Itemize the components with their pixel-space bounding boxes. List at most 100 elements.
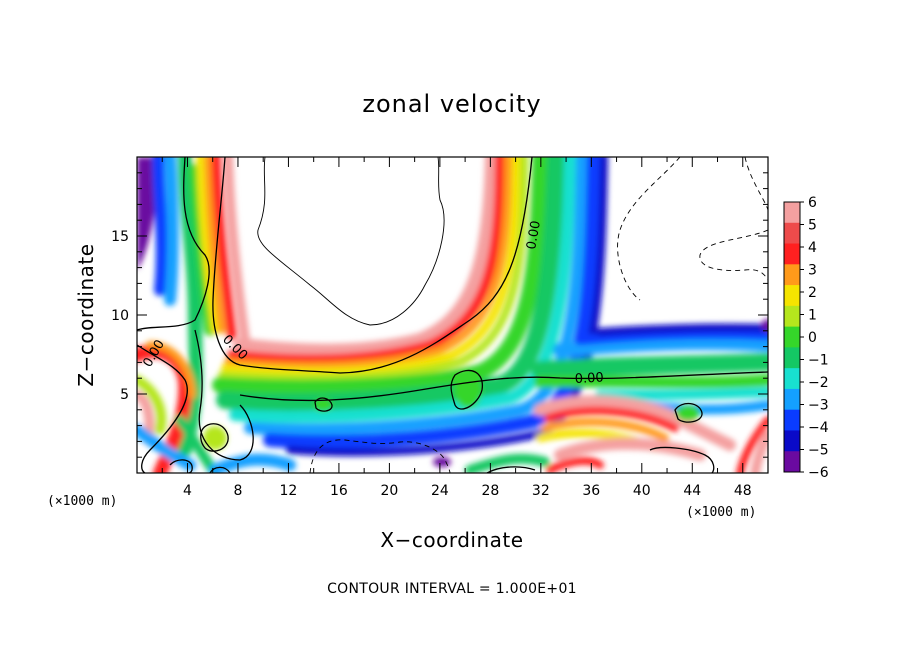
- x-tick-label: 28: [481, 483, 499, 499]
- contour-line: [649, 446, 715, 473]
- y-tick-label: 10: [111, 308, 129, 324]
- contour-line: [137, 157, 210, 331]
- colorbar-swatch: [784, 222, 800, 245]
- x-tick-label: 4: [183, 483, 192, 499]
- heatmap-band: [544, 406, 679, 432]
- contour-line: [674, 402, 703, 423]
- x-tick-label: 20: [380, 483, 398, 499]
- contour-line: [257, 157, 445, 326]
- colorbar-swatch: [784, 243, 800, 265]
- heatmap-band: [554, 437, 706, 461]
- colorbar-swatch: [784, 430, 800, 452]
- x-axis-unit-left: (×1000 m): [47, 494, 117, 509]
- heatmap-band: [229, 157, 576, 423]
- colorbar-swatch: [784, 202, 800, 224]
- contour-line: [194, 329, 254, 461]
- heatmap-band: [227, 157, 505, 365]
- contour-label: 0.00: [524, 220, 544, 251]
- heatmap-blob: [433, 457, 451, 467]
- colorbar-tick-label: 1: [808, 308, 817, 324]
- heatmap-blob: [203, 426, 227, 450]
- x-axis-unit-right: (×1000 m): [686, 505, 756, 520]
- colorbar-swatch: [784, 347, 800, 369]
- colorbar-tick-label: −2: [808, 375, 829, 391]
- contour-line: [137, 344, 188, 473]
- x-tick-label: 36: [582, 483, 600, 499]
- heatmap-band: [216, 157, 565, 411]
- x-tick-label: 48: [734, 483, 752, 499]
- x-tick-label: 12: [280, 483, 298, 499]
- colorbar-swatch: [784, 409, 800, 431]
- colorbar-swatch: [784, 264, 800, 286]
- heatmap-blob: [454, 372, 482, 408]
- y-tick-label: 5: [120, 387, 129, 403]
- x-tick-label: 40: [633, 483, 651, 499]
- colorbar-swatch: [784, 326, 800, 348]
- heatmap-band: [750, 430, 768, 473]
- contour-line: [209, 466, 231, 473]
- x-tick-label: 24: [431, 483, 449, 499]
- heatmap-band: [146, 341, 196, 399]
- colorbar-tick-label: −3: [808, 398, 829, 414]
- heatmap-band: [546, 456, 604, 473]
- contour-interval-note: CONTOUR INTERVAL = 1.000E+01: [327, 581, 577, 597]
- colorbar-tick-label: −1: [808, 353, 829, 369]
- contour-line: [200, 423, 229, 452]
- y-axis-title: Z−coordinate: [74, 243, 98, 386]
- colorbar-swatch: [784, 388, 800, 411]
- colorbar-swatch: [784, 305, 800, 328]
- heatmap-blob: [314, 398, 332, 412]
- colorbar-tick-label: −5: [808, 443, 829, 459]
- x-axis: 4 8 12 16 20 24 28 32 36 40 44 48: [161, 157, 752, 499]
- contour-line: [617, 157, 681, 301]
- contour-label: 0.00: [574, 370, 604, 386]
- colorbar-tick-label: 0: [808, 330, 817, 346]
- heatmap-band: [736, 416, 768, 473]
- heatmap-band: [534, 374, 768, 389]
- heatmap-band: [204, 157, 226, 334]
- heatmap-band: [218, 157, 528, 382]
- heatmap-band: [263, 157, 601, 449]
- heatmap-band: [465, 453, 550, 473]
- colorbar-swatch: [784, 285, 800, 307]
- colorbar-swatch: [784, 368, 800, 390]
- heatmap-blob: [676, 405, 700, 421]
- colorbar-tick-label: 5: [808, 218, 817, 234]
- x-tick-label: 44: [683, 483, 701, 499]
- colorbar-tick-label: 3: [808, 263, 817, 279]
- heatmap-band: [224, 157, 512, 370]
- heatmap-band: [211, 157, 237, 340]
- heatmap-band: [534, 395, 736, 451]
- heatmap-band: [596, 323, 768, 336]
- contour-line: [309, 439, 451, 473]
- heatmap-band: [152, 157, 168, 296]
- heatmap-field: 0.00 0.00 0.00 0.00: [137, 157, 768, 473]
- x-tick-label: 8: [233, 483, 242, 499]
- heatmap-band: [553, 335, 768, 357]
- heatmap-band: [233, 157, 499, 358]
- contour-line: [744, 157, 768, 211]
- heatmap-band: [164, 157, 179, 306]
- colorbar-tick-label: 2: [808, 285, 817, 301]
- colorbar-swatch: [784, 451, 800, 473]
- contour-line: [450, 369, 483, 410]
- contour-line: [212, 157, 533, 374]
- heatmap-band: [137, 424, 196, 471]
- colorbar: 6 5 4 3 2 1 0 −1 −2 −3 −4 −5 −6: [783, 195, 829, 481]
- x-tick-label: 32: [532, 483, 550, 499]
- heatmap-band: [531, 353, 768, 379]
- heatmap-band: [223, 157, 250, 345]
- heatmap-band: [221, 157, 520, 376]
- heatmap-band: [212, 157, 548, 396]
- contour-lines: [137, 157, 768, 473]
- colorbar-tick-label: 4: [808, 240, 817, 256]
- colorbar-tick-label: −4: [808, 420, 829, 436]
- y-axis: 5 10 15: [111, 172, 768, 458]
- heatmap-band: [286, 157, 608, 457]
- colorbar-tick-label: −6: [808, 465, 829, 481]
- heatmap-band: [244, 157, 588, 436]
- x-axis-title: X−coordinate: [380, 528, 523, 552]
- heatmap-band: [137, 375, 167, 435]
- colorbar-tick-label: 6: [808, 195, 817, 211]
